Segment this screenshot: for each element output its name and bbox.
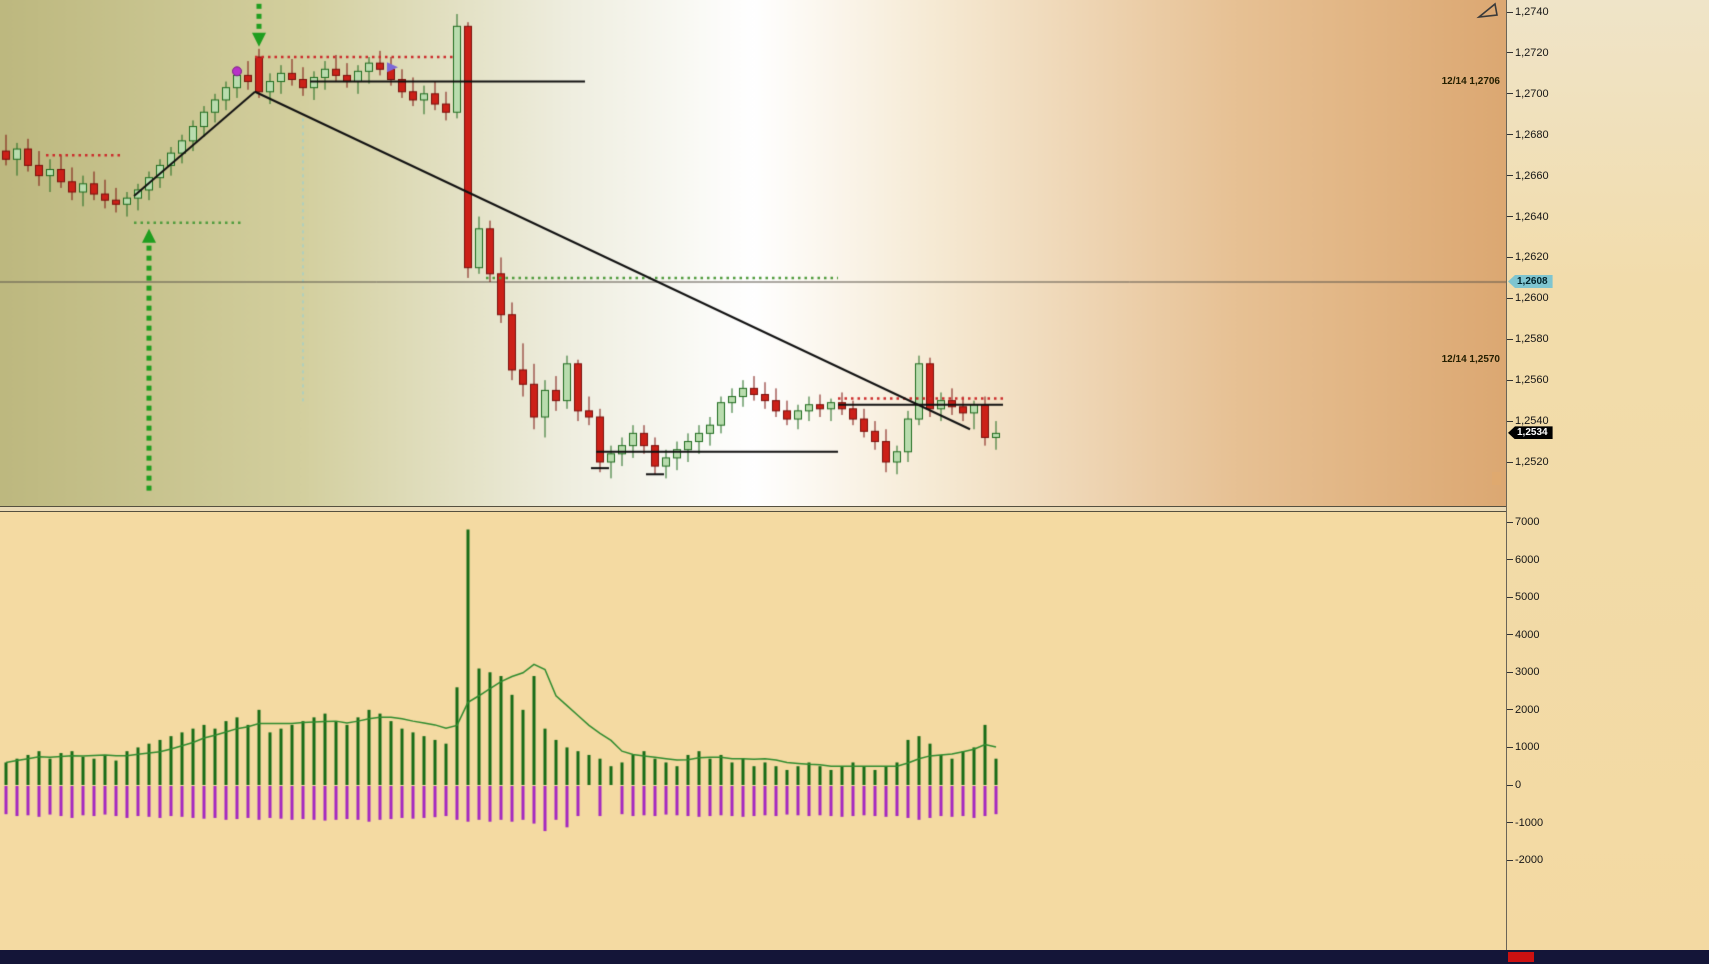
tick-mark xyxy=(1507,11,1513,13)
tick-text: 7000 xyxy=(1515,516,1540,528)
price-tick-label: 1,2520 xyxy=(1507,456,1549,468)
price-chart-canvas[interactable] xyxy=(0,0,1506,506)
tick-text: 1,2520 xyxy=(1515,456,1549,468)
volume-tick-label: 0 xyxy=(1507,779,1521,791)
tick-text: -2000 xyxy=(1515,854,1544,867)
price-tick-label: 1,2600 xyxy=(1507,292,1549,304)
price-tick-label: 1,2540 xyxy=(1507,415,1549,427)
tick-mark xyxy=(1507,859,1513,861)
indicator-value-badge xyxy=(1508,952,1534,962)
tick-mark xyxy=(1507,175,1513,177)
price-tick-label: 1,2560 xyxy=(1507,374,1549,386)
price-tick-label: 1,2640 xyxy=(1507,211,1549,223)
tick-text: 1,2740 xyxy=(1515,6,1549,18)
price-tick-label: 1,2740 xyxy=(1507,6,1549,18)
tick-mark xyxy=(1507,134,1513,136)
tick-text: 1,2680 xyxy=(1515,128,1549,141)
tick-text: 3000 xyxy=(1515,666,1540,679)
tick-text: 5000 xyxy=(1515,591,1540,604)
tick-mark xyxy=(1507,461,1513,463)
tick-mark xyxy=(1507,559,1513,561)
tick-mark xyxy=(1507,671,1513,673)
tick-text: 1,2600 xyxy=(1515,292,1549,305)
axis-drag-handle[interactable] xyxy=(1492,472,1501,485)
tick-text: 1,2620 xyxy=(1515,251,1549,264)
tick-mark xyxy=(1507,634,1513,636)
tick-text: 1,2580 xyxy=(1515,333,1549,346)
volume-tick-label: 6000 xyxy=(1507,554,1539,566)
price-axis[interactable]: 1,2740 1,2720 1,2700 1,2680 1,2660 1,2640 1,26… xyxy=(1506,0,1709,964)
bottom-panel-strip xyxy=(0,950,1709,964)
tick-mark xyxy=(1507,596,1513,598)
tick-text: 1,2540 xyxy=(1515,415,1549,428)
volume-panel[interactable] xyxy=(0,511,1506,951)
volume-chart-canvas[interactable] xyxy=(0,512,1506,950)
price-tick-label: 1,2680 xyxy=(1507,129,1549,141)
price-tick-label: 1,2620 xyxy=(1507,251,1549,263)
tick-mark xyxy=(1507,521,1513,523)
tick-text: 1000 xyxy=(1515,741,1540,754)
volume-tick-label: -2000 xyxy=(1507,854,1543,866)
tick-mark xyxy=(1507,256,1513,258)
tick-mark xyxy=(1507,216,1513,218)
price-panel[interactable]: 12/14 1,2706 12/14 1,2570 xyxy=(0,0,1506,507)
volume-tick-label: -1000 xyxy=(1507,817,1543,829)
volume-tick-label: 1000 xyxy=(1507,741,1539,753)
tick-text: 4000 xyxy=(1515,628,1540,641)
tick-mark xyxy=(1507,338,1513,340)
tick-mark xyxy=(1507,379,1513,381)
tick-text: 6000 xyxy=(1515,553,1540,566)
tick-mark xyxy=(1507,420,1513,422)
tick-mark xyxy=(1507,297,1513,299)
last-price-badge: 1,2534 xyxy=(1508,426,1553,440)
volume-tick-label: 5000 xyxy=(1507,591,1539,603)
cursor-icon[interactable] xyxy=(1476,2,1500,20)
volume-tick-label: 7000 xyxy=(1507,516,1539,528)
tick-text: 1,2700 xyxy=(1515,87,1549,100)
tick-text: -1000 xyxy=(1515,816,1544,829)
volume-tick-label: 4000 xyxy=(1507,629,1539,641)
tick-mark xyxy=(1507,784,1513,786)
tick-text: 1,2720 xyxy=(1515,46,1549,59)
tick-mark xyxy=(1507,93,1513,95)
tick-mark xyxy=(1507,746,1513,748)
panel-separator[interactable] xyxy=(0,507,1506,511)
tick-text: 0 xyxy=(1515,779,1522,791)
price-level-label-high: 12/14 1,2706 xyxy=(1441,75,1500,87)
volume-tick-label: 2000 xyxy=(1507,704,1539,716)
tick-text: 2000 xyxy=(1515,703,1540,716)
tick-text: 1,2660 xyxy=(1515,169,1549,182)
price-tick-label: 1,2700 xyxy=(1507,88,1549,100)
price-level-label-low: 12/14 1,2570 xyxy=(1441,353,1500,365)
current-price-badge: 1,2608 xyxy=(1508,275,1553,288)
tick-text: 1,2560 xyxy=(1515,374,1549,387)
tick-text: 1,2640 xyxy=(1515,210,1549,223)
price-tick-label: 1,2660 xyxy=(1507,170,1549,182)
volume-tick-label: 3000 xyxy=(1507,666,1539,678)
price-tick-label: 1,2720 xyxy=(1507,47,1549,59)
tick-mark xyxy=(1507,52,1513,54)
tick-mark xyxy=(1507,822,1513,824)
price-tick-label: 1,2580 xyxy=(1507,333,1549,345)
tick-mark xyxy=(1507,709,1513,711)
